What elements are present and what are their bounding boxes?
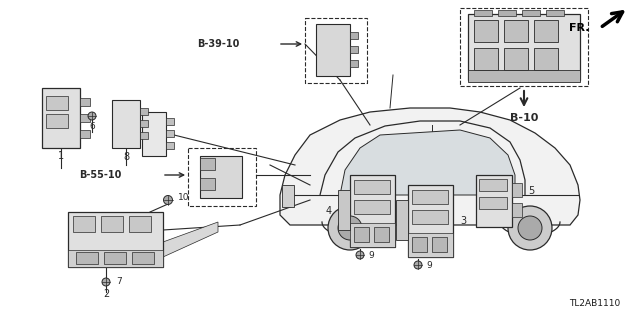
Text: 9: 9 xyxy=(426,260,432,269)
Bar xyxy=(474,48,498,70)
Circle shape xyxy=(88,112,96,120)
Bar xyxy=(200,158,215,170)
Bar xyxy=(68,250,163,267)
Bar xyxy=(188,148,256,206)
Circle shape xyxy=(163,196,173,204)
Text: B-55-10: B-55-10 xyxy=(79,170,122,180)
Bar xyxy=(166,118,174,125)
Bar xyxy=(142,112,166,156)
Bar xyxy=(408,233,453,257)
Bar xyxy=(129,216,151,232)
Bar xyxy=(316,24,350,76)
Bar xyxy=(474,20,498,42)
Bar xyxy=(112,100,140,148)
Bar xyxy=(350,60,358,67)
Bar xyxy=(546,10,564,16)
Text: TL2AB1110: TL2AB1110 xyxy=(569,299,620,308)
Bar xyxy=(479,197,507,209)
Bar xyxy=(468,14,580,80)
Bar xyxy=(166,130,174,137)
Bar xyxy=(468,70,580,82)
Circle shape xyxy=(328,206,372,250)
Bar xyxy=(80,130,90,138)
Text: 8: 8 xyxy=(123,152,129,162)
Bar xyxy=(354,227,369,242)
Bar xyxy=(354,180,390,194)
Bar xyxy=(474,10,492,16)
Bar xyxy=(76,252,98,264)
Bar xyxy=(354,200,390,214)
Bar xyxy=(479,179,507,191)
Bar xyxy=(504,48,528,70)
Bar xyxy=(132,252,154,264)
Bar xyxy=(412,210,448,224)
Bar xyxy=(460,8,588,86)
Polygon shape xyxy=(340,130,515,195)
Bar xyxy=(46,114,68,128)
Text: 3: 3 xyxy=(460,216,466,226)
Bar xyxy=(498,10,516,16)
Circle shape xyxy=(356,251,364,259)
Text: 1: 1 xyxy=(58,151,64,161)
Bar xyxy=(350,32,358,39)
Text: 4: 4 xyxy=(326,206,332,216)
Bar xyxy=(432,237,447,252)
Bar xyxy=(412,190,448,204)
Bar xyxy=(305,18,367,83)
Bar xyxy=(200,156,242,198)
Bar xyxy=(166,142,174,149)
Circle shape xyxy=(338,216,362,240)
Bar xyxy=(374,227,389,242)
Bar xyxy=(104,252,126,264)
Bar xyxy=(408,185,453,257)
Bar xyxy=(350,175,395,247)
Bar xyxy=(396,200,408,240)
Bar xyxy=(80,98,90,106)
Bar xyxy=(476,175,512,227)
Bar xyxy=(412,237,427,252)
Bar xyxy=(512,203,522,217)
Bar xyxy=(80,114,90,122)
Polygon shape xyxy=(163,222,218,257)
Circle shape xyxy=(102,278,110,286)
Bar xyxy=(200,178,215,190)
Circle shape xyxy=(414,261,422,269)
Text: B-10: B-10 xyxy=(510,113,538,123)
Bar xyxy=(282,185,294,207)
Bar xyxy=(46,96,68,110)
Bar xyxy=(350,46,358,53)
Bar xyxy=(338,190,350,230)
Circle shape xyxy=(518,216,542,240)
Text: FR.: FR. xyxy=(570,23,590,33)
Polygon shape xyxy=(280,108,580,225)
Bar xyxy=(42,88,80,148)
Bar xyxy=(512,183,522,197)
Bar xyxy=(534,20,558,42)
Bar xyxy=(504,20,528,42)
Circle shape xyxy=(508,206,552,250)
Bar xyxy=(534,48,558,70)
Text: 6: 6 xyxy=(89,122,95,131)
Bar xyxy=(73,216,95,232)
Text: B-39-10: B-39-10 xyxy=(198,39,240,49)
Text: 5: 5 xyxy=(528,186,534,196)
Bar xyxy=(522,10,540,16)
Text: 9: 9 xyxy=(368,251,374,260)
Text: 2: 2 xyxy=(103,289,109,299)
Bar xyxy=(140,108,148,115)
Bar xyxy=(140,120,148,127)
Bar xyxy=(68,212,163,267)
Text: 10: 10 xyxy=(178,193,189,202)
Bar xyxy=(101,216,123,232)
Bar xyxy=(350,223,395,247)
Bar xyxy=(140,132,148,139)
Text: 7: 7 xyxy=(116,277,122,286)
